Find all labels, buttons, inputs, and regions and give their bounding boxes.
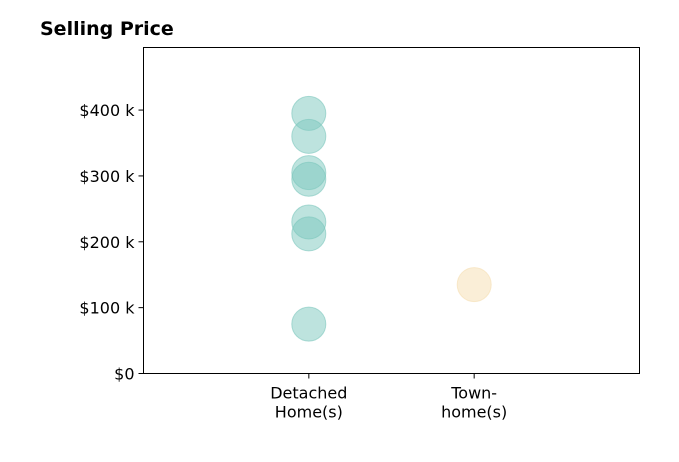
y-tick-label: $400 k <box>79 101 135 120</box>
chart-title: Selling Price <box>40 18 174 40</box>
x-tick-label: Town-home(s) <box>441 384 507 422</box>
scatter-point <box>291 161 327 197</box>
y-tick-label: $100 k <box>79 299 135 318</box>
scatter-point <box>456 267 492 303</box>
scatter-point <box>291 306 327 342</box>
plot-area-frame <box>143 47 640 374</box>
scatter-point <box>291 216 327 252</box>
y-tick-label: $0 <box>114 365 134 384</box>
scatter-point <box>291 118 327 154</box>
y-tick-label: $300 k <box>79 167 135 186</box>
y-tick-label: $200 k <box>79 233 135 252</box>
x-tick-label: Detached Home(s) <box>270 384 347 422</box>
scatter-points <box>291 95 492 342</box>
axes: $0 $100 k $200 k $300 k $400 k Detached Home(s… <box>79 101 507 421</box>
